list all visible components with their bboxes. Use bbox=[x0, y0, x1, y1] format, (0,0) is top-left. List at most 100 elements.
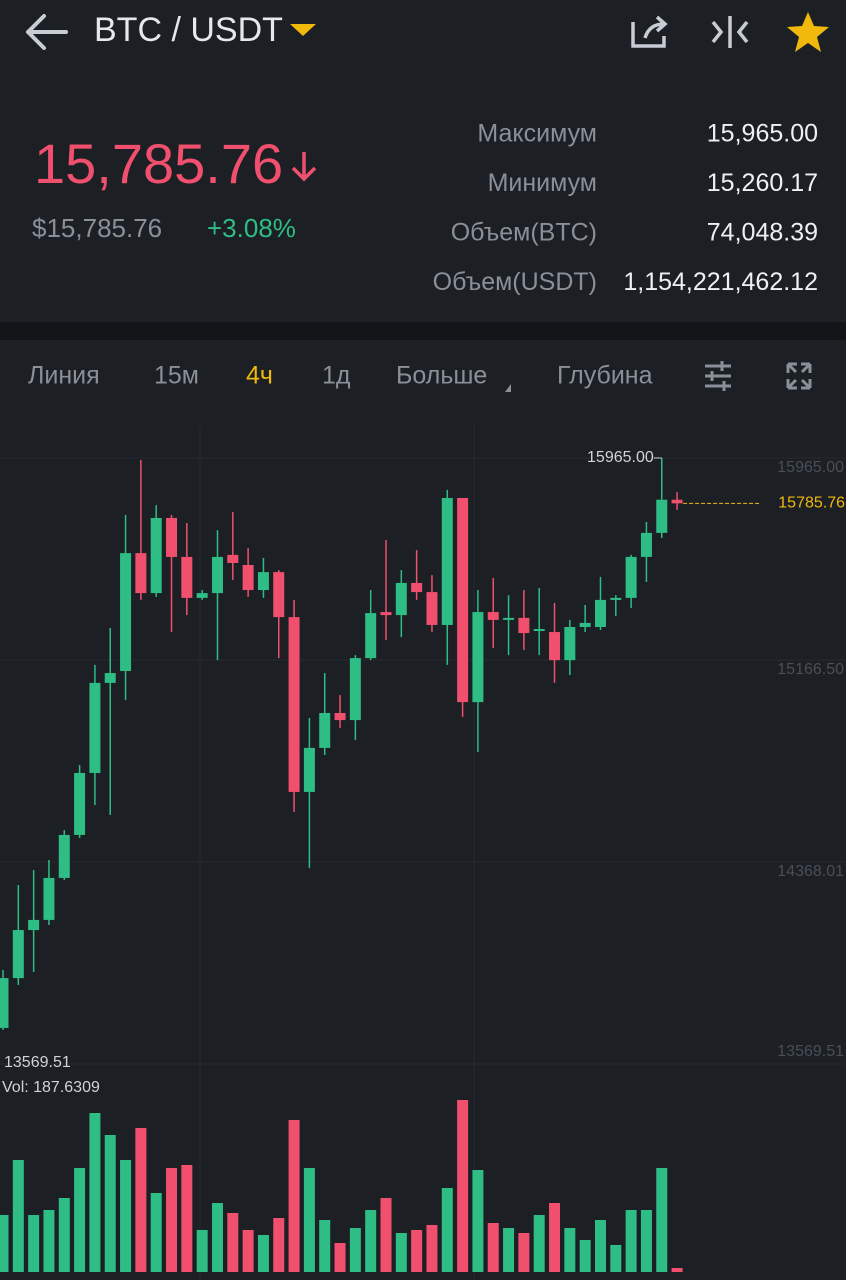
compare-button[interactable] bbox=[711, 16, 749, 48]
y-tick-label: 15965.00 bbox=[777, 459, 844, 476]
candle-body bbox=[257, 572, 269, 591]
volume-bar bbox=[0, 1215, 9, 1272]
volume-bar bbox=[457, 1100, 469, 1272]
volume-bar bbox=[166, 1168, 178, 1272]
volume-bar bbox=[288, 1120, 300, 1272]
candle-body bbox=[503, 617, 515, 620]
volume-bar bbox=[610, 1245, 622, 1272]
candle-body bbox=[487, 612, 499, 620]
down-arrow bbox=[291, 152, 317, 182]
share-button[interactable] bbox=[631, 15, 668, 48]
candle-body bbox=[426, 592, 438, 625]
volume-bar bbox=[640, 1210, 652, 1272]
low-label: 13569.51 bbox=[4, 1054, 71, 1071]
more-indicator bbox=[505, 384, 511, 392]
candle-body bbox=[288, 617, 300, 792]
volume-bar bbox=[487, 1223, 499, 1272]
y-tick-label: 13569.51 bbox=[777, 1043, 844, 1060]
candle-body bbox=[181, 556, 193, 598]
tab[interactable]: Линия bbox=[28, 362, 100, 390]
candle-body bbox=[610, 597, 622, 600]
candle-body bbox=[89, 682, 101, 773]
volume-bar bbox=[303, 1168, 315, 1272]
candle-body bbox=[365, 613, 377, 659]
settings-icon bbox=[705, 361, 731, 391]
volume-bar bbox=[89, 1113, 101, 1272]
volume-bar bbox=[671, 1268, 683, 1272]
volume-bar bbox=[380, 1198, 392, 1272]
candle-body bbox=[12, 930, 24, 979]
candle-body bbox=[518, 617, 530, 634]
tab[interactable]: Глубина bbox=[557, 362, 653, 390]
candle-body bbox=[319, 712, 331, 748]
volume-bar bbox=[426, 1225, 438, 1272]
tab[interactable]: 4ч bbox=[246, 362, 273, 390]
candle-body bbox=[150, 517, 162, 594]
volume-bar bbox=[104, 1135, 116, 1272]
volume-bar bbox=[196, 1230, 208, 1272]
volume-bar bbox=[227, 1213, 239, 1272]
y-tick-label: 15166.50 bbox=[777, 661, 844, 678]
stat-value: 74,048.39 bbox=[707, 219, 818, 247]
candle-body bbox=[472, 612, 484, 703]
candle-body bbox=[273, 572, 285, 618]
candle-body bbox=[211, 556, 223, 594]
tabs: Линия 15м 4ч 1д Больше Глубина bbox=[28, 362, 653, 390]
settings-button[interactable] bbox=[705, 361, 731, 391]
separator bbox=[0, 322, 846, 340]
candle-body bbox=[166, 517, 178, 557]
pair-dropdown[interactable] bbox=[290, 24, 316, 36]
fullscreen-button[interactable] bbox=[786, 362, 812, 390]
volume-bar bbox=[625, 1210, 637, 1272]
volume-bar bbox=[120, 1160, 132, 1272]
volume-bar bbox=[518, 1233, 530, 1272]
volume-bar bbox=[211, 1203, 223, 1272]
favorite-star[interactable] bbox=[787, 12, 829, 52]
tab[interactable]: 15м bbox=[154, 362, 199, 390]
volume-bar bbox=[472, 1170, 484, 1272]
volume-bar bbox=[273, 1218, 285, 1272]
stats: Максимум 15,965.00 Минимум 15,260.17 Объем(B… bbox=[433, 120, 818, 297]
volume-bar bbox=[349, 1228, 361, 1272]
volume-bar bbox=[365, 1210, 377, 1272]
candle-body bbox=[303, 747, 315, 792]
last-price-usd: $15,785.76 bbox=[32, 213, 162, 243]
volume-bar bbox=[319, 1220, 331, 1272]
candle-body bbox=[395, 582, 407, 616]
volume-bar bbox=[334, 1243, 346, 1272]
volume-bar bbox=[656, 1168, 668, 1272]
volume-bar bbox=[533, 1215, 545, 1272]
tab[interactable]: Больше bbox=[396, 362, 487, 390]
stat-label: Минимум bbox=[488, 169, 597, 197]
candle-body bbox=[411, 582, 423, 593]
volume-label: Vol: 187.6309 bbox=[2, 1079, 100, 1096]
candle-body bbox=[242, 565, 254, 591]
candle-body bbox=[441, 497, 453, 625]
candle-body bbox=[640, 532, 652, 557]
back-icon bbox=[26, 14, 68, 50]
candle-body bbox=[227, 554, 239, 563]
candle-body bbox=[594, 599, 606, 627]
pair-title[interactable]: BTC / USDT bbox=[94, 11, 283, 49]
candle-body bbox=[120, 553, 132, 672]
volume-bar bbox=[58, 1198, 70, 1272]
volume-bar bbox=[28, 1215, 40, 1272]
volume-bar bbox=[441, 1188, 453, 1272]
compare-icon bbox=[711, 16, 749, 48]
tab[interactable]: 1д bbox=[322, 362, 351, 390]
stat-label: Максимум bbox=[477, 120, 597, 148]
high-label: 15965.00 bbox=[587, 449, 654, 466]
candle-body bbox=[28, 919, 40, 931]
volume-bar bbox=[411, 1230, 423, 1272]
candle-body bbox=[656, 499, 668, 533]
stat-value: 15,260.17 bbox=[707, 169, 818, 197]
candle-body bbox=[625, 556, 637, 598]
candle-body bbox=[74, 772, 86, 835]
stat-label: Объем(BTC) bbox=[451, 219, 597, 247]
back-button[interactable] bbox=[26, 14, 68, 50]
y-tick-label: 14368.01 bbox=[777, 863, 844, 880]
share-icon bbox=[631, 15, 668, 48]
candle-body bbox=[58, 834, 70, 878]
